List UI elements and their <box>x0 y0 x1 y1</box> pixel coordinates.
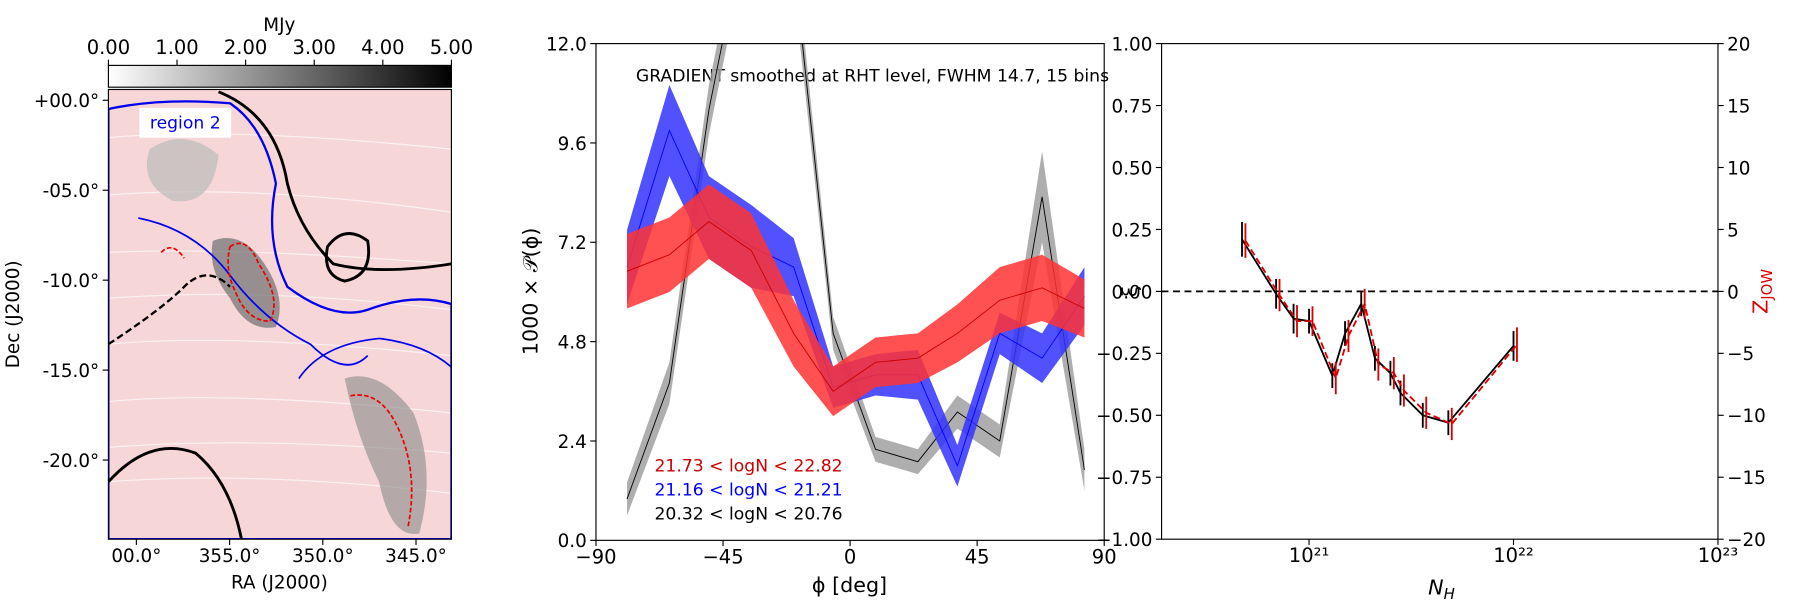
tick-label: −0.25 <box>1096 344 1152 365</box>
tick-label: 15 <box>1727 96 1750 117</box>
tick-label: −0.50 <box>1096 406 1152 427</box>
error-band <box>627 84 1085 487</box>
tick-label: 10 <box>1727 158 1750 179</box>
legend-entry: 21.73 < logN < 22.82 <box>654 457 842 477</box>
x-axis-label: ϕ [deg] <box>812 573 887 597</box>
tick-label: -20.0° <box>43 451 100 472</box>
tick-label: 0 <box>844 545 856 568</box>
tick-label: 0.00 <box>1112 282 1153 303</box>
tick-label: −0.75 <box>1096 468 1152 489</box>
tick-label: -15.0° <box>43 361 100 382</box>
tick-label: 345.0° <box>385 546 447 567</box>
plot-area <box>626 43 1085 516</box>
x-axis-label-sub: H <box>1444 585 1455 600</box>
tick-label: 0.0 <box>558 531 587 552</box>
tick-label: 10²¹ <box>1289 544 1329 567</box>
tick-label: 5 <box>1727 220 1739 241</box>
tick-label: 2.00 <box>224 36 267 59</box>
tick-label: 0.50 <box>1112 158 1153 179</box>
tick-label: −45 <box>702 545 743 568</box>
tick-label: −20 <box>1727 530 1766 551</box>
tick-label: +00.0° <box>34 91 99 112</box>
x-axis-label: NH <box>1428 575 1455 600</box>
tick-label: 350.0° <box>292 546 354 567</box>
tick-label: 12.0 <box>546 34 587 55</box>
colorbar <box>107 64 453 88</box>
tick-label: −90 <box>575 545 616 568</box>
tick-label: 9.6 <box>558 134 587 155</box>
tick-label: −1.00 <box>1096 530 1152 551</box>
annotation-box <box>139 107 232 138</box>
legend-entry: 20.32 < logN < 20.76 <box>654 505 842 525</box>
x-axis-label-main: N <box>1428 575 1443 599</box>
tick-label: 0 <box>1727 282 1739 303</box>
tick-label: −15 <box>1727 468 1766 489</box>
tick-label: 10²³ <box>1698 544 1738 567</box>
tick-label: 1.00 <box>1112 34 1153 55</box>
y2-axis-label: ZJOW <box>1748 269 1776 314</box>
error-band <box>627 184 1085 417</box>
tick-label: 0.00 <box>87 36 130 59</box>
line <box>1244 240 1518 426</box>
tick-label: 90 <box>1092 545 1117 568</box>
tick-label: −5 <box>1727 344 1754 365</box>
tick-label: 20 <box>1727 34 1750 55</box>
x-axis-label: RA (J2000) <box>231 573 328 594</box>
annotation: region 2 <box>150 113 221 133</box>
tick-label: 10²² <box>1493 544 1533 567</box>
tick-label: 0.25 <box>1112 220 1153 241</box>
y-axis-label: ξ <box>1117 286 1141 298</box>
tick-label: −10 <box>1727 406 1766 427</box>
tick-label: 4.00 <box>361 36 404 59</box>
y2-axis-label-sub: JOW <box>1758 269 1776 301</box>
line <box>626 221 1085 392</box>
tick-label: 4.8 <box>558 333 587 354</box>
axes-frame <box>107 88 453 540</box>
tick-label: 00.0° <box>111 546 161 567</box>
y2-axis-label-main: Z <box>1748 300 1772 314</box>
axes-frame <box>595 43 1105 541</box>
y-axis-label: 1000 × 𝒫(ϕ) <box>518 228 542 356</box>
tick-label: 45 <box>965 545 990 568</box>
colorbar-label: MJy <box>263 15 295 36</box>
tick-label: 3.00 <box>293 36 336 59</box>
annotation: GRADIENT smoothed at RHT level, FWHM 14.… <box>636 66 1109 86</box>
tick-label: 5.00 <box>430 36 473 59</box>
axes-frame <box>1160 43 1719 540</box>
line <box>1241 238 1515 424</box>
legend-entry: 21.16 < logN < 21.21 <box>654 481 842 501</box>
tick-label: 1.00 <box>155 36 198 59</box>
tick-label: -05.0° <box>43 181 100 202</box>
tick-label: 2.4 <box>558 432 587 453</box>
y-axis-label: Dec (J2000) <box>3 260 24 368</box>
tick-label: 0.75 <box>1112 96 1153 117</box>
tick-label: -10.0° <box>43 271 100 292</box>
tick-label: 355.0° <box>199 546 261 567</box>
map-image <box>108 89 452 540</box>
tick-label: 7.2 <box>558 233 587 254</box>
